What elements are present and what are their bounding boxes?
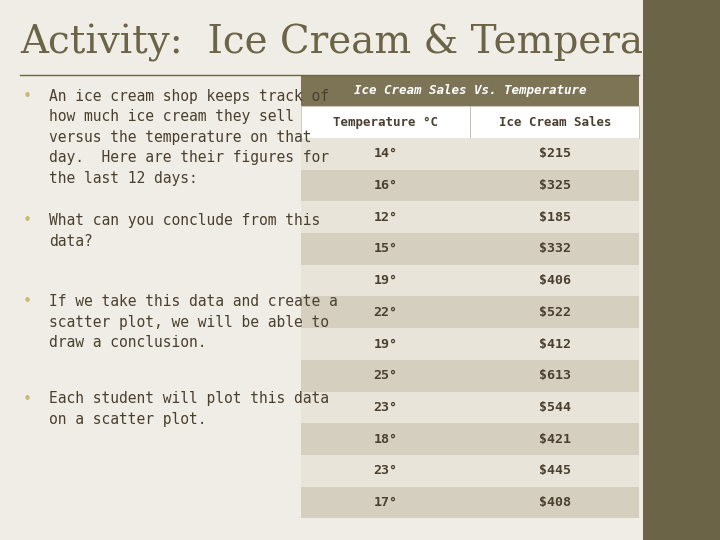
Bar bbox=[301, 423, 470, 455]
Text: $185: $185 bbox=[539, 211, 571, 224]
Text: •: • bbox=[23, 213, 32, 228]
Bar bbox=[301, 106, 470, 138]
Bar bbox=[301, 75, 639, 106]
Text: $332: $332 bbox=[539, 242, 571, 255]
Text: If we take this data and create a
scatter plot, we will be able to
draw a conclu: If we take this data and create a scatte… bbox=[49, 294, 338, 350]
Bar bbox=[301, 360, 470, 392]
Text: •: • bbox=[23, 89, 32, 104]
Text: $522: $522 bbox=[539, 306, 571, 319]
Bar bbox=[643, 0, 720, 540]
Bar bbox=[301, 328, 470, 360]
Text: 19°: 19° bbox=[374, 274, 397, 287]
Bar bbox=[470, 392, 639, 423]
Text: Ice Cream Sales: Ice Cream Sales bbox=[498, 116, 611, 129]
Text: 25°: 25° bbox=[374, 369, 397, 382]
Text: 23°: 23° bbox=[374, 464, 397, 477]
Bar bbox=[470, 296, 639, 328]
Bar bbox=[301, 487, 470, 518]
Bar bbox=[301, 201, 470, 233]
Text: Activity:  Ice Cream & Temperature: Activity: Ice Cream & Temperature bbox=[20, 24, 720, 62]
Bar bbox=[301, 138, 470, 170]
Bar bbox=[301, 265, 470, 296]
Text: $445: $445 bbox=[539, 464, 571, 477]
Text: 12°: 12° bbox=[374, 211, 397, 224]
Text: $325: $325 bbox=[539, 179, 571, 192]
Text: 23°: 23° bbox=[374, 401, 397, 414]
Bar bbox=[470, 233, 639, 265]
Bar bbox=[470, 106, 639, 138]
Text: •: • bbox=[23, 294, 32, 309]
Text: 19°: 19° bbox=[374, 338, 397, 350]
Bar bbox=[470, 201, 639, 233]
Bar bbox=[470, 423, 639, 455]
Bar bbox=[470, 455, 639, 487]
Bar bbox=[301, 455, 470, 487]
Bar bbox=[301, 392, 470, 423]
Text: Temperature °C: Temperature °C bbox=[333, 116, 438, 129]
Text: 18°: 18° bbox=[374, 433, 397, 446]
Text: •: • bbox=[23, 392, 32, 407]
Text: 15°: 15° bbox=[374, 242, 397, 255]
Bar bbox=[470, 170, 639, 201]
Text: $406: $406 bbox=[539, 274, 571, 287]
Text: Each student will plot this data
on a scatter plot.: Each student will plot this data on a sc… bbox=[49, 392, 329, 427]
Text: $613: $613 bbox=[539, 369, 571, 382]
Bar bbox=[301, 296, 470, 328]
Text: $215: $215 bbox=[539, 147, 571, 160]
Text: $408: $408 bbox=[539, 496, 571, 509]
Bar bbox=[470, 138, 639, 170]
Text: 22°: 22° bbox=[374, 306, 397, 319]
Bar bbox=[301, 233, 470, 265]
Bar bbox=[470, 328, 639, 360]
Text: An ice cream shop keeps track of
how much ice cream they sell
versus the tempera: An ice cream shop keeps track of how muc… bbox=[49, 89, 329, 186]
Bar bbox=[470, 360, 639, 392]
Text: $412: $412 bbox=[539, 338, 571, 350]
Text: 16°: 16° bbox=[374, 179, 397, 192]
Bar bbox=[470, 265, 639, 296]
Text: $421: $421 bbox=[539, 433, 571, 446]
Text: What can you conclude from this
data?: What can you conclude from this data? bbox=[49, 213, 320, 249]
Text: 14°: 14° bbox=[374, 147, 397, 160]
Text: $544: $544 bbox=[539, 401, 571, 414]
Text: 17°: 17° bbox=[374, 496, 397, 509]
Bar bbox=[470, 487, 639, 518]
Text: Ice Cream Sales Vs. Temperature: Ice Cream Sales Vs. Temperature bbox=[354, 84, 586, 97]
Bar bbox=[301, 170, 470, 201]
